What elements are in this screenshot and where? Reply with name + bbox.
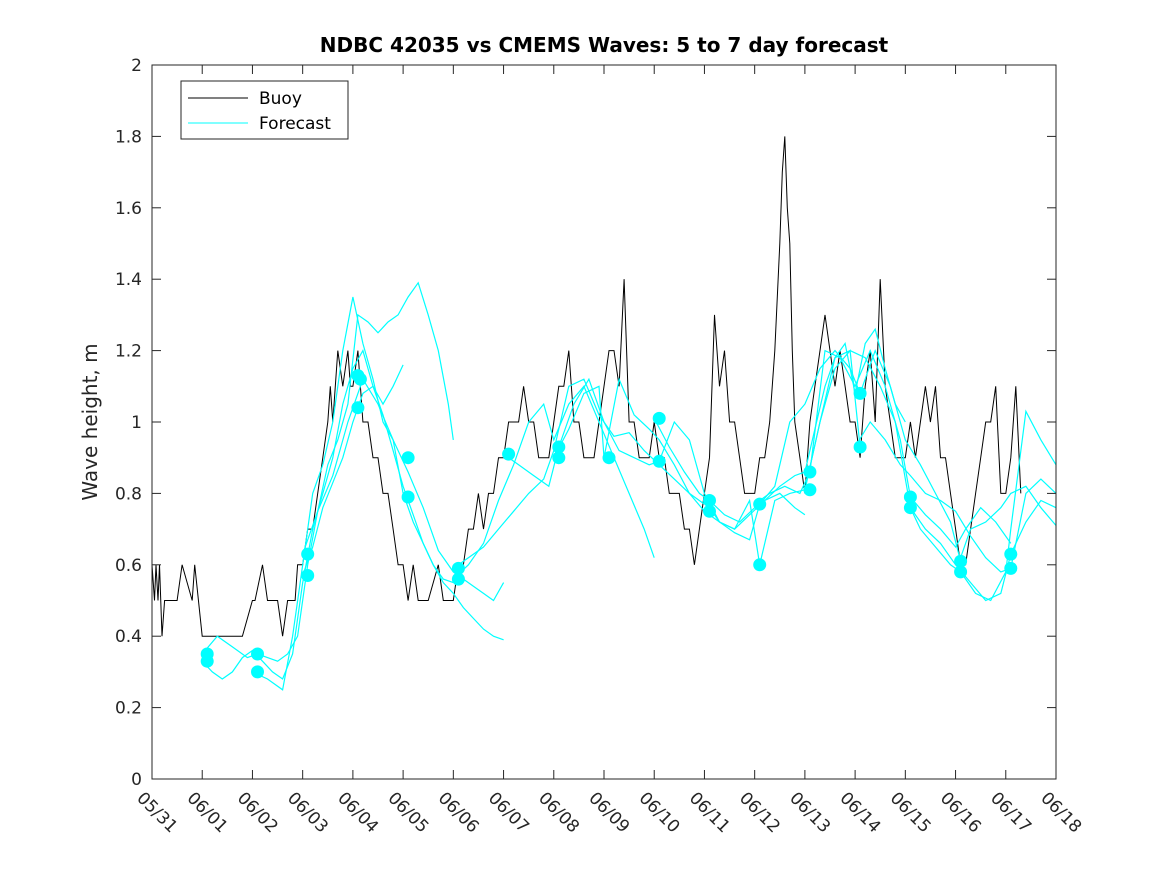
forecast-marker <box>1004 561 1018 575</box>
forecast-marker <box>954 565 968 579</box>
forecast-series-line-5 <box>302 377 505 602</box>
y-tick-label: 0.4 <box>115 627 142 647</box>
y-tick-label: 2 <box>131 56 142 76</box>
forecast-marker <box>301 547 315 561</box>
forecast-marker <box>703 494 716 507</box>
forecast-series-line-12 <box>754 349 1012 549</box>
forecast-marker <box>502 447 516 461</box>
legend: Buoy Forecast <box>180 80 349 140</box>
forecast-marker <box>753 497 767 511</box>
forecast-marker <box>652 454 666 468</box>
y-tick-label: 0.2 <box>115 699 142 719</box>
forecast-marker <box>602 451 616 465</box>
forecast-marker <box>301 569 315 582</box>
forecast-marker <box>451 561 465 575</box>
forecast-marker <box>353 372 367 386</box>
forecast-series-line-14 <box>854 420 1057 573</box>
forecast-marker <box>251 647 264 661</box>
forecast-marker <box>351 401 365 415</box>
forecast-marker <box>200 654 214 668</box>
forecast-series-line-1 <box>201 349 404 680</box>
forecast-marker <box>703 504 716 518</box>
forecast-marker <box>552 451 566 465</box>
forecast-marker <box>652 411 666 425</box>
forecast-series-line-4 <box>302 385 504 641</box>
y-axis-ticks: 0 0.2 0.4 0.6 0.8 1 1.2 1.4 1.6 1.8 2 <box>115 56 1056 790</box>
forecast-marker <box>552 440 566 454</box>
y-tick-label: 1.6 <box>115 199 142 219</box>
y-tick-label: 1.2 <box>115 342 142 362</box>
forecast-marker <box>903 501 917 515</box>
forecast-series-line-16 <box>955 485 1057 573</box>
forecast-marker <box>1004 547 1018 561</box>
plot-area <box>151 136 1057 691</box>
forecast-marker <box>803 483 817 497</box>
forecast-marker <box>954 554 968 568</box>
forecast-marker <box>401 490 415 504</box>
y-tick-label: 1 <box>131 413 142 433</box>
y-tick-label: 1.4 <box>115 270 142 290</box>
y-tick-label: 0 <box>131 770 142 790</box>
legend-forecast-label: Forecast <box>259 114 331 134</box>
forecast-marker <box>753 558 767 572</box>
forecast-series-line-6 <box>452 385 655 580</box>
legend-buoy-label: Buoy <box>259 89 302 109</box>
chart-title: NDBC 42035 vs CMEMS Waves: 5 to 7 day fo… <box>320 33 889 57</box>
y-axis-label: Wave height, m <box>78 343 102 500</box>
forecast-marker <box>853 386 867 400</box>
forecast-marker <box>401 451 415 465</box>
forecast-marker <box>803 465 817 479</box>
forecast-marker <box>451 572 465 586</box>
forecast-marker <box>251 665 264 679</box>
legend-box <box>180 80 349 140</box>
forecast-marker <box>903 490 917 504</box>
forecast-series-line-11 <box>703 348 962 562</box>
buoy-series-line <box>151 136 1022 637</box>
y-tick-label: 0.8 <box>115 484 142 504</box>
forecast-marker <box>853 440 867 454</box>
y-tick-label: 1.8 <box>115 127 142 147</box>
forecast-series-line-15 <box>904 409 1057 602</box>
y-tick-label: 0.6 <box>115 556 142 576</box>
